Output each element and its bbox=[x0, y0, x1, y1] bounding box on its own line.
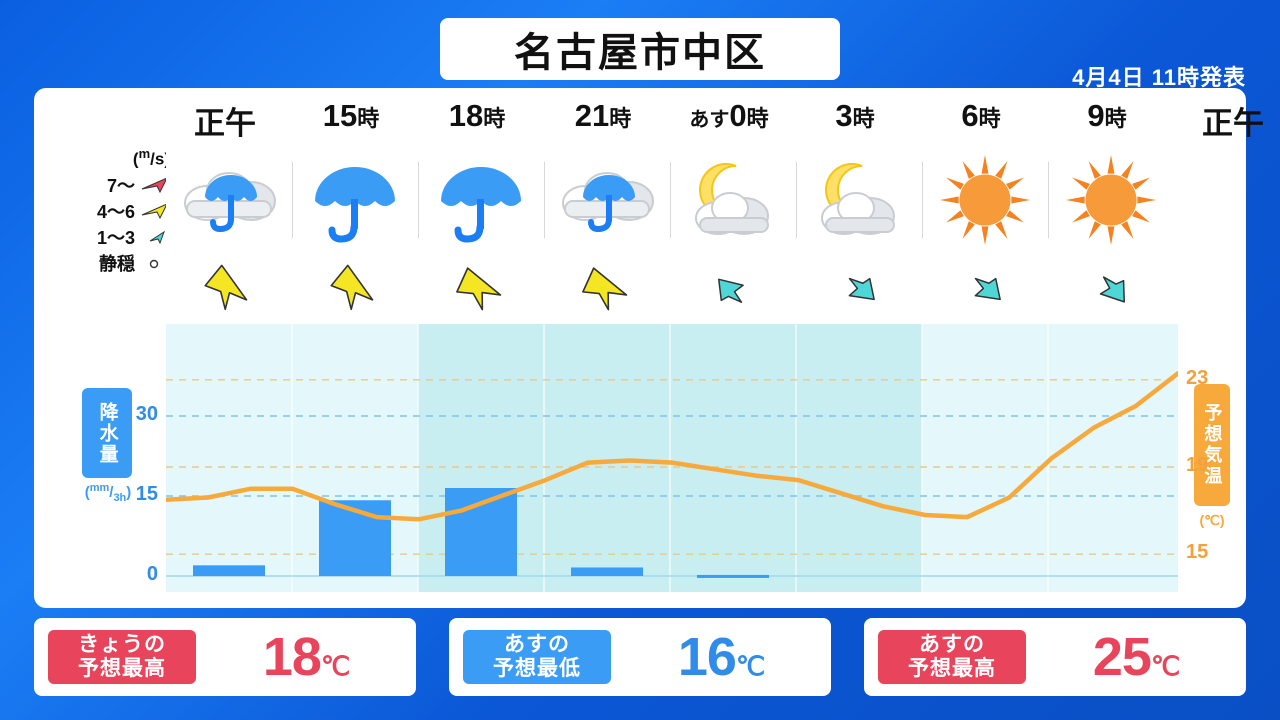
precip-axis-label: 降水量 bbox=[82, 388, 132, 478]
precip-axis-label-text: 降水量 bbox=[96, 401, 118, 465]
summary-tag-line1-0: きょうの bbox=[78, 632, 166, 656]
summary-tag-line2-2: 予想最高 bbox=[908, 657, 996, 680]
precip-bar-4 bbox=[697, 574, 769, 578]
wind-legend-row-calm: 静穏 bbox=[82, 250, 170, 276]
icon-divider bbox=[922, 162, 923, 238]
wind-arrow-yellow-large bbox=[292, 260, 418, 320]
precip-bar-3 bbox=[571, 567, 643, 576]
temperature-line bbox=[166, 371, 1178, 522]
time-label-6: 6時 bbox=[961, 98, 1001, 133]
icon-divider bbox=[292, 162, 293, 238]
time-label-0: 正午 bbox=[194, 106, 256, 141]
temp-axis-label: 予想気温 bbox=[1194, 384, 1230, 506]
icon-divider bbox=[1048, 162, 1049, 238]
temp-tick-2: 15 bbox=[1186, 541, 1209, 564]
wind-legend-label-2: 1〜3 bbox=[96, 227, 135, 248]
precip-axis-unit: (mm/3h) bbox=[84, 482, 132, 504]
time-axis: 正午 15時 18時 21時 あす0時 3時 6時 9時 正午 bbox=[164, 98, 1264, 144]
wind-legend-label-3: 静穏 bbox=[99, 253, 135, 274]
moon-cloud-icon bbox=[796, 148, 922, 252]
wind-arrow-red-icon bbox=[140, 175, 170, 195]
umbrella-icon bbox=[418, 148, 544, 252]
summary-cards: きょうの 予想最高 18℃ あすの 予想最低 16℃ あすの 予想最高 25℃ bbox=[34, 618, 1246, 696]
page-title-box: 名古屋市中区 bbox=[440, 18, 840, 80]
wind-arrow-cyan-small bbox=[670, 260, 796, 320]
time-label-2: 18時 bbox=[448, 98, 506, 133]
time-label-8: 正午 bbox=[1202, 106, 1264, 141]
wind-arrow-cyan-small bbox=[922, 260, 1048, 320]
wind-legend: (m/s) 7〜 4〜6 1〜3 静穏 bbox=[82, 146, 170, 276]
forecast-panel: 正午 15時 18時 21時 あす0時 3時 6時 9時 正午 (m/s) 7〜 4〜6 1〜3… bbox=[34, 88, 1264, 608]
sun-icon bbox=[922, 148, 1048, 252]
page-title: 名古屋市中区 bbox=[514, 31, 766, 75]
summary-tag-0: きょうの 予想最高 bbox=[48, 630, 196, 684]
precip-bar-1 bbox=[319, 500, 391, 576]
umbrella-icon bbox=[292, 148, 418, 252]
summary-unit-2: ℃ bbox=[1150, 651, 1180, 681]
temp-tick-0: 23 bbox=[1186, 366, 1209, 389]
summary-unit-1: ℃ bbox=[735, 651, 765, 681]
wind-legend-row-4to6: 4〜6 bbox=[82, 198, 170, 224]
summary-value-0: 18℃ bbox=[196, 626, 416, 688]
time-label-3: 21時 bbox=[574, 98, 632, 133]
summary-value-1: 16℃ bbox=[611, 626, 831, 688]
precip-tick-0: 30 bbox=[135, 403, 158, 425]
calm-circle-icon bbox=[140, 253, 170, 273]
precip-tick-2: 0 bbox=[146, 563, 158, 585]
time-label-5: 3時 bbox=[835, 98, 875, 133]
icon-divider bbox=[544, 162, 545, 238]
summary-value-2: 25℃ bbox=[1026, 626, 1246, 688]
weather-icon-strip bbox=[166, 148, 1178, 252]
graph-svg bbox=[166, 324, 1178, 592]
summary-tag-line1-2: あすの bbox=[919, 632, 985, 656]
wind-legend-row-1to3: 1〜3 bbox=[82, 224, 170, 250]
summary-tag-line1-1: あすの bbox=[504, 632, 570, 656]
summary-number-0: 18 bbox=[262, 627, 322, 687]
summary-tag-1: あすの 予想最低 bbox=[463, 630, 611, 684]
wind-arrow-strip bbox=[166, 260, 1178, 320]
wind-arrow-yellow-large bbox=[418, 260, 544, 320]
wind-arrow-yellow-large bbox=[544, 260, 670, 320]
wind-legend-unit: (m/s) bbox=[132, 146, 170, 169]
wind-arrow-cyan-icon bbox=[140, 227, 170, 247]
wind-legend-row-7plus: 7〜 bbox=[82, 172, 170, 198]
wind-arrow-cyan-small bbox=[1048, 260, 1174, 320]
summary-tag-2: あすの 予想最高 bbox=[878, 630, 1026, 684]
summary-card-0: きょうの 予想最高 18℃ bbox=[34, 618, 416, 696]
sun-icon bbox=[1048, 148, 1174, 252]
summary-card-1: あすの 予想最低 16℃ bbox=[449, 618, 831, 696]
summary-number-1: 16 bbox=[677, 627, 737, 687]
time-label-7: 9時 bbox=[1087, 98, 1127, 133]
moon-cloud-icon bbox=[670, 148, 796, 252]
summary-unit-0: ℃ bbox=[320, 651, 350, 681]
summary-number-2: 25 bbox=[1092, 627, 1152, 687]
time-label-1: 15時 bbox=[322, 98, 380, 133]
icon-divider bbox=[670, 162, 671, 238]
wind-arrow-yellow-large bbox=[166, 260, 292, 320]
icon-divider bbox=[418, 162, 419, 238]
icon-divider bbox=[796, 162, 797, 238]
summary-tag-line2-1: 予想最低 bbox=[493, 657, 581, 680]
cloud-rain-umbrella-icon bbox=[166, 148, 292, 252]
temp-axis-label-text: 予想気温 bbox=[1202, 403, 1223, 487]
forecast-graph bbox=[166, 324, 1178, 592]
wind-legend-label-0: 7〜 bbox=[106, 175, 135, 196]
precip-bar-0 bbox=[193, 565, 265, 576]
temp-tick-1: 19 bbox=[1186, 454, 1209, 476]
precip-tick-1: 15 bbox=[135, 483, 158, 505]
summary-card-2: あすの 予想最高 25℃ bbox=[864, 618, 1246, 696]
time-label-4: あす0時 bbox=[689, 98, 769, 133]
temp-axis-unit: (℃) bbox=[1199, 512, 1225, 528]
summary-tag-line2-0: 予想最高 bbox=[78, 657, 166, 680]
issue-time: 4月4日 11時発表 bbox=[1072, 65, 1246, 90]
wind-legend-label-1: 4〜6 bbox=[96, 201, 135, 222]
wind-arrow-yellow-icon bbox=[140, 201, 170, 221]
cloud-rain-umbrella-icon bbox=[544, 148, 670, 252]
wind-arrow-cyan-small bbox=[796, 260, 922, 320]
